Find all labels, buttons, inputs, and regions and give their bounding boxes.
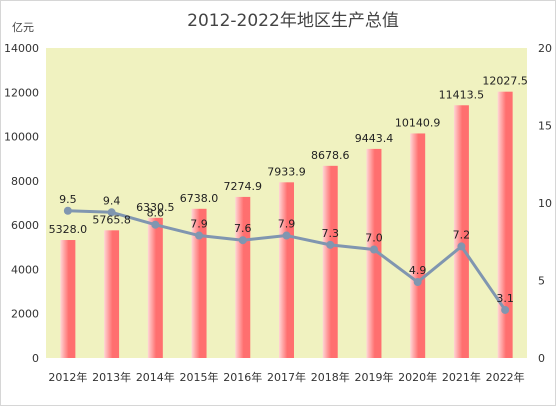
x-tick-label: 2013年 [92, 370, 131, 384]
bar-value-label: 11413.5 [439, 88, 485, 101]
growth-point [238, 236, 247, 245]
growth-point [369, 245, 378, 254]
y-tick-label: 10000 [4, 131, 39, 144]
x-tick-label: 2018年 [311, 370, 350, 384]
bar-value-label: 9443.4 [355, 132, 394, 145]
x-tick-label: 2017年 [267, 370, 306, 384]
x-tick-label: 2015年 [180, 370, 219, 384]
line-value-label: 4.9 [409, 264, 427, 277]
y-axis-unit: 亿元 [12, 21, 34, 34]
growth-point [326, 240, 335, 249]
y-tick-label: 2000 [11, 308, 39, 321]
y-tick-label: 8000 [11, 175, 39, 188]
growth-point [151, 220, 160, 229]
bar [497, 91, 513, 358]
line-value-label: 7.6 [234, 222, 252, 235]
y-tick-label: 0 [32, 352, 39, 365]
bar-value-label: 12027.5 [482, 75, 528, 88]
growth-point [501, 305, 510, 314]
bar-value-label: 6738.0 [180, 192, 219, 205]
line-value-label: 7.0 [365, 232, 383, 245]
bar [147, 217, 163, 358]
y-tick-label: 6000 [11, 219, 39, 232]
x-tick-label: 2020年 [398, 370, 437, 384]
bar-value-label: 5328.0 [49, 223, 88, 236]
x-tick-label: 2021年 [442, 370, 481, 384]
bar-value-label: 7933.9 [267, 165, 306, 178]
bar [279, 182, 294, 358]
growth-point [195, 231, 204, 240]
chart-title: 2012-2022年地区生产总值 [187, 11, 399, 31]
line-value-label: 3.1 [496, 292, 514, 305]
y-tick-label: 14000 [4, 42, 39, 55]
y-tick-label: 12000 [4, 86, 39, 99]
x-tick-label: 2019年 [354, 370, 393, 384]
x-tick-label: 2022年 [486, 370, 525, 384]
growth-point [107, 208, 116, 217]
bar [322, 165, 338, 358]
y2-tick-label: 20 [538, 42, 552, 55]
y2-tick-label: 15 [538, 120, 552, 133]
x-tick-label: 2012年 [48, 370, 87, 384]
bar [235, 196, 251, 358]
line-value-label: 7.2 [453, 228, 471, 241]
growth-point [282, 231, 291, 240]
bar-value-label: 6330.5 [136, 201, 175, 214]
y2-tick-label: 5 [538, 275, 545, 288]
line-value-label: 8.6 [147, 207, 165, 220]
line-value-label: 7.9 [278, 218, 296, 231]
x-tick-label: 2014年 [136, 370, 175, 384]
bar [410, 133, 426, 358]
bar [104, 230, 120, 358]
x-tick-label: 2016年 [223, 370, 262, 384]
growth-point [457, 242, 466, 251]
bar-value-label: 7274.9 [224, 180, 263, 193]
y2-tick-label: 0 [538, 352, 545, 365]
bar [60, 240, 76, 358]
line-value-label: 7.9 [190, 218, 208, 231]
growth-point [413, 278, 422, 287]
y-tick-label: 4000 [11, 263, 39, 276]
line-value-label: 9.4 [103, 194, 121, 207]
line-value-label: 7.3 [321, 227, 339, 240]
bar [453, 105, 469, 359]
y2-tick-label: 10 [538, 197, 552, 210]
line-value-label: 9.5 [59, 193, 77, 206]
bar-value-label: 8678.6 [311, 149, 350, 162]
bar [191, 208, 207, 358]
bar-value-label: 10140.9 [395, 116, 441, 129]
growth-point [63, 206, 72, 215]
bar-value-label: 5765.8 [92, 213, 131, 226]
